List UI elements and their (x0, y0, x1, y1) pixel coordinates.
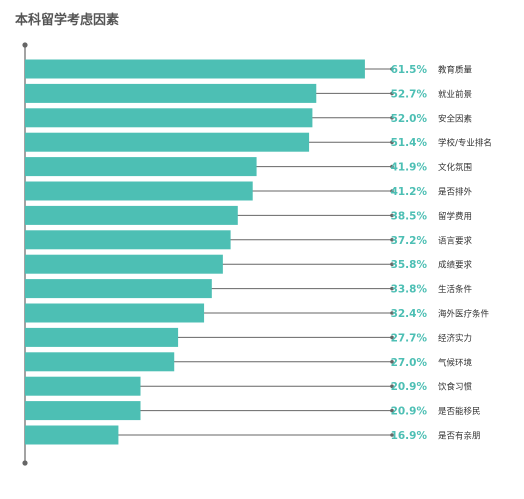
bar-row: 27.7% 经济实力 (25, 327, 472, 347)
leader-end-dot (390, 116, 394, 120)
leader-end-dot (390, 91, 394, 96)
value-label: 35.8% (391, 259, 428, 271)
bar-row: 16.9% 是否有亲朋 (25, 425, 481, 445)
category-label: 饮食习惯 (438, 382, 473, 393)
bar-row: 27.0% 气候环境 (25, 352, 473, 372)
category-label: 教育质量 (438, 65, 473, 76)
value-label: 52.7% (391, 88, 428, 100)
leader-end-dot (390, 238, 394, 242)
bar (25, 352, 175, 372)
value-label: 16.9% (391, 430, 428, 442)
bar (25, 157, 257, 177)
bar-row: 33.8% 生活条件 (25, 279, 473, 299)
bar-row: 52.7% 就业前景 (25, 83, 472, 103)
category-label: 安全因素 (438, 113, 473, 124)
bar (25, 108, 313, 128)
category-label: 留学费用 (438, 211, 472, 222)
bar (25, 425, 119, 445)
bar (25, 59, 365, 79)
value-label: 51.4% (391, 137, 428, 149)
bar-row: 41.2% 是否排外 (25, 181, 473, 201)
leader-end-dot (390, 286, 394, 291)
bar (25, 132, 310, 152)
category-label: 是否排外 (438, 187, 473, 198)
bar (25, 401, 141, 421)
bar (25, 230, 231, 250)
category-label: 学校/专业排名 (438, 138, 492, 149)
leader-end-dot (390, 189, 394, 193)
bar-row: 51.4% 学校/专业排名 (25, 132, 492, 152)
value-label: 52.0% (391, 113, 428, 125)
leader-end-dot (390, 213, 394, 218)
category-label: 语言要求 (438, 235, 473, 246)
axis-bottom-dot (22, 460, 28, 466)
category-label: 成绩要求 (438, 260, 473, 271)
bar-row: 61.5% 教育质量 (25, 59, 473, 79)
bar (25, 376, 141, 396)
leader-end-dot (390, 384, 394, 389)
bar-row: 41.9% 文化氛围 (25, 157, 472, 177)
value-label: 20.9% (391, 381, 428, 393)
value-label: 38.5% (391, 210, 428, 222)
chart-title: 本科留学考虑因素 (15, 13, 120, 28)
leader-end-dot (390, 408, 394, 413)
bar-row: 32.4% 海外医疗条件 (25, 303, 490, 323)
category-label: 就业前景 (438, 89, 472, 100)
category-label: 生活条件 (438, 284, 473, 295)
value-label: 20.9% (391, 406, 428, 418)
bar (25, 303, 205, 323)
leader-end-dot (390, 164, 394, 169)
value-label: 27.7% (391, 332, 428, 344)
value-label: 41.9% (391, 162, 428, 174)
bar-row: 37.2% 语言要求 (25, 230, 473, 250)
leader-end-dot (390, 360, 394, 364)
leader-end-dot (390, 311, 394, 315)
category-label: 是否有亲朋 (438, 431, 481, 442)
category-label: 文化氛围 (438, 162, 472, 173)
bar-row: 20.9% 是否能移民 (25, 401, 481, 421)
bar (25, 205, 238, 225)
bar (25, 181, 253, 201)
bar-row: 20.9% 饮食习惯 (25, 376, 473, 396)
value-label: 32.4% (391, 308, 428, 320)
category-label: 经济实力 (438, 333, 472, 344)
bar (25, 83, 317, 103)
value-label: 61.5% (391, 64, 428, 76)
bar (25, 279, 212, 299)
bar-row: 35.8% 成绩要求 (25, 254, 473, 274)
leader-end-dot (390, 335, 394, 340)
category-label: 海外医疗条件 (438, 309, 490, 320)
value-label: 33.8% (391, 284, 428, 296)
value-label: 41.2% (391, 186, 428, 198)
leader-end-dot (390, 433, 394, 437)
value-label: 27.0% (391, 357, 428, 369)
category-label: 是否能移民 (438, 406, 481, 417)
bar-row: 38.5% 留学费用 (25, 205, 472, 225)
value-label: 37.2% (391, 235, 428, 247)
leader-end-dot (390, 262, 394, 267)
leader-end-dot (390, 140, 394, 144)
leader-end-dot (390, 67, 394, 71)
bar (25, 327, 179, 347)
axis-top-dot (22, 42, 28, 48)
bar (25, 254, 223, 274)
bar-row: 52.0% 安全因素 (25, 108, 473, 128)
category-label: 气候环境 (438, 357, 473, 368)
